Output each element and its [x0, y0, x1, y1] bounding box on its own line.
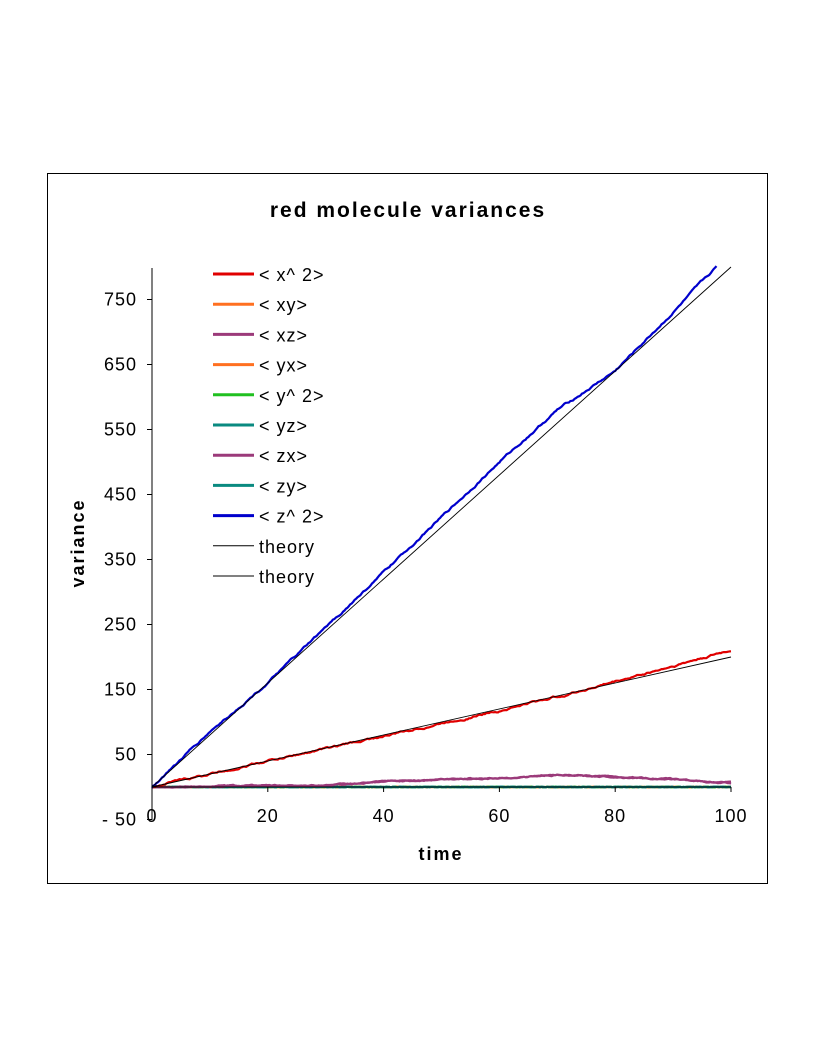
legend-label: < x^ 2> [259, 265, 324, 285]
y-tick-label: 150 [104, 680, 137, 700]
legend-label: < zy> [259, 476, 308, 496]
plot-area [151, 265, 732, 789]
y-tick-label: 650 [104, 355, 137, 375]
y-tick-label: 50 [115, 745, 137, 765]
legend-label: < y^ 2> [259, 386, 324, 406]
x-tick-label: 0 [146, 806, 157, 826]
y-axis-title: variance [68, 498, 88, 587]
series-z2-line [151, 265, 718, 789]
legend-label: < yz> [259, 416, 308, 436]
y-tick-label: - 50 [102, 810, 137, 830]
x-tick-label: 20 [257, 806, 279, 826]
chart-title: red molecule variances [270, 199, 546, 222]
legend-label: theory [259, 567, 315, 587]
x-tick-label: 40 [373, 806, 395, 826]
series-zx-line [151, 773, 732, 789]
legend-label: < xz> [259, 325, 308, 345]
y-tick-label: 750 [104, 290, 137, 310]
y-tick-label: 550 [104, 420, 137, 440]
x-tick-label: 80 [604, 806, 626, 826]
theory-line [151, 656, 732, 788]
legend: < x^ 2> < xy> < xz> < yx> < y^ 2> < yz> < zx> <… [213, 265, 324, 587]
y-tick-label: 350 [104, 550, 137, 570]
legend-label: < yx> [259, 356, 308, 376]
legend-label: < xy> [259, 295, 308, 315]
x-tick-label: 100 [714, 806, 747, 826]
legend-label: < z^ 2> [259, 507, 324, 527]
x-tick-label: 60 [488, 806, 510, 826]
y-tick-label: 450 [104, 485, 137, 505]
x-axis-title: time [418, 844, 463, 864]
chart-frame [47, 173, 768, 884]
legend-label: < zx> [259, 446, 308, 466]
y-tick-label: 250 [104, 615, 137, 635]
theory-line [151, 266, 732, 788]
legend-label: theory [259, 537, 315, 557]
axes: - 50 50 150 250 350 450 550 650 750 0 20 40 60 80 100 [102, 268, 747, 830]
